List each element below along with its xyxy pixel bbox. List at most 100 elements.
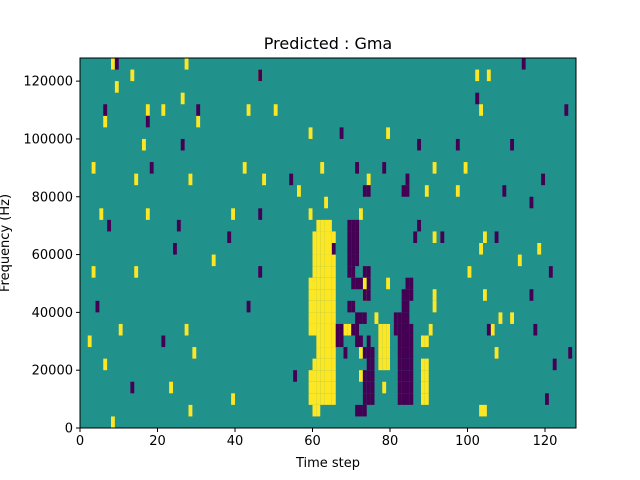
high-value-cell xyxy=(479,243,484,255)
low-value-cell xyxy=(362,266,367,278)
low-value-cell xyxy=(145,115,150,128)
high-value-cell xyxy=(421,381,425,394)
high-value-cell xyxy=(231,393,236,405)
low-value-cell xyxy=(397,358,402,371)
low-value-cell xyxy=(362,393,367,405)
high-value-cell xyxy=(320,254,325,267)
x-tick-label: 20 xyxy=(149,434,166,449)
low-value-cell xyxy=(494,231,499,243)
low-value-cell xyxy=(107,219,112,232)
high-value-cell xyxy=(324,219,329,232)
x-axis: 0 20 40 60 80 100 120 xyxy=(76,428,557,449)
high-value-cell xyxy=(517,254,522,267)
high-value-cell xyxy=(324,335,329,348)
low-value-cell xyxy=(405,300,410,313)
low-value-cell xyxy=(405,393,410,405)
low-value-cell xyxy=(405,358,410,371)
high-value-cell xyxy=(331,335,336,348)
high-value-cell xyxy=(111,416,115,428)
high-value-cell xyxy=(184,323,189,336)
low-value-cell xyxy=(409,381,414,394)
high-value-cell xyxy=(308,289,313,301)
high-value-cell xyxy=(324,266,329,278)
high-value-cell xyxy=(180,92,185,105)
high-value-cell xyxy=(366,173,371,186)
low-value-cell xyxy=(289,173,294,186)
low-value-cell xyxy=(227,231,232,243)
low-value-cell xyxy=(180,138,185,151)
low-value-cell xyxy=(486,323,491,336)
low-value-cell xyxy=(351,231,356,243)
high-value-cell xyxy=(324,323,329,336)
low-value-cell xyxy=(359,404,363,417)
high-value-cell xyxy=(242,162,247,174)
high-value-cell xyxy=(184,58,189,70)
low-value-cell xyxy=(417,138,422,151)
low-value-cell xyxy=(370,358,375,371)
low-value-cell xyxy=(409,277,414,290)
high-value-cell xyxy=(331,277,336,290)
low-value-cell xyxy=(347,266,352,278)
high-value-cell xyxy=(316,243,321,255)
high-value-cell xyxy=(479,104,484,116)
high-value-cell xyxy=(347,323,352,336)
low-value-cell xyxy=(347,243,352,255)
high-value-cell xyxy=(161,104,166,116)
high-value-cell xyxy=(359,347,363,359)
low-value-cell xyxy=(382,162,387,174)
low-value-cell xyxy=(351,323,356,336)
low-value-cell xyxy=(95,300,100,313)
chart-title: Predicted : Gma xyxy=(264,34,392,53)
low-value-cell xyxy=(351,300,356,313)
high-value-cell xyxy=(316,312,321,324)
high-value-cell xyxy=(320,243,325,255)
high-value-cell xyxy=(312,254,317,267)
high-value-cell xyxy=(312,300,317,313)
high-value-cell xyxy=(320,381,325,394)
high-value-cell xyxy=(145,208,150,220)
high-value-cell xyxy=(424,185,429,197)
high-value-cell xyxy=(312,266,317,278)
low-value-cell xyxy=(355,162,360,174)
high-value-cell xyxy=(382,347,387,359)
high-value-cell xyxy=(331,393,336,405)
high-value-cell xyxy=(324,196,329,209)
high-value-cell xyxy=(378,335,383,348)
low-value-cell xyxy=(568,347,573,359)
low-value-cell xyxy=(552,358,557,371)
high-value-cell xyxy=(382,323,387,336)
low-value-cell xyxy=(409,358,414,371)
high-value-cell xyxy=(118,323,123,336)
low-value-cell xyxy=(366,347,371,359)
low-value-cell xyxy=(366,393,371,405)
low-value-cell xyxy=(397,312,402,324)
high-value-cell xyxy=(324,358,329,371)
high-value-cell xyxy=(328,289,332,301)
low-value-cell xyxy=(347,219,352,232)
high-value-cell xyxy=(331,312,336,324)
low-value-cell xyxy=(533,323,538,336)
low-value-cell xyxy=(440,231,445,243)
high-value-cell xyxy=(328,231,332,243)
high-value-cell xyxy=(324,289,329,301)
low-value-cell xyxy=(114,58,119,70)
low-value-cell xyxy=(355,254,360,267)
low-value-cell xyxy=(258,69,263,82)
high-value-cell xyxy=(328,347,332,359)
high-value-cell xyxy=(246,104,251,116)
high-value-cell xyxy=(510,312,515,324)
high-value-cell xyxy=(421,358,425,371)
high-value-cell xyxy=(328,219,332,232)
low-value-cell xyxy=(366,358,371,371)
low-value-cell xyxy=(548,266,553,278)
low-value-cell xyxy=(401,323,406,336)
low-value-cell xyxy=(362,404,367,417)
high-value-cell xyxy=(320,266,325,278)
low-value-cell xyxy=(397,370,402,382)
high-value-cell xyxy=(312,358,317,371)
high-value-cell xyxy=(312,381,317,394)
low-value-cell xyxy=(351,254,356,267)
high-value-cell xyxy=(331,381,336,394)
high-value-cell xyxy=(331,347,336,359)
x-tick-label: 100 xyxy=(455,434,480,449)
